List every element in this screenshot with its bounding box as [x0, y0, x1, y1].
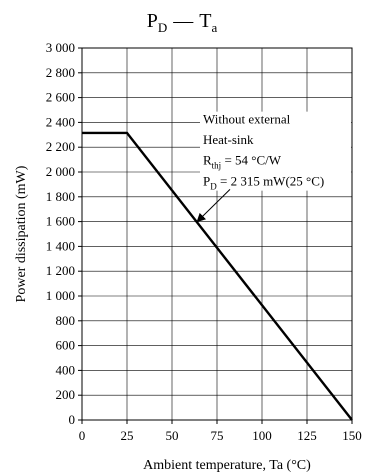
- rthj-value: = 54 °C/W: [221, 153, 282, 168]
- x-tick-label: 125: [297, 428, 317, 443]
- annotation-line-2: Heat-sink: [203, 132, 254, 147]
- x-tick-label: 150: [342, 428, 362, 443]
- annotation: Without external Heat-sink Rthj = 54 °C/…: [196, 111, 351, 223]
- y-tick-label: 2 400: [46, 114, 75, 129]
- title-separator: —: [172, 10, 194, 32]
- annotation-line-4: PD = 2 315 mW(25 °C): [203, 174, 324, 192]
- y-tick-label: 800: [56, 313, 76, 328]
- y-tick-label: 1 200: [46, 263, 75, 278]
- x-tick-label: 50: [166, 428, 179, 443]
- y-tick-label: 200: [56, 387, 76, 402]
- y-tick-label: 0: [69, 412, 76, 427]
- y-tick-label: 1 600: [46, 214, 75, 229]
- annotation-line-3: Rthj = 54 °C/W: [203, 153, 282, 171]
- title-right-base: T: [199, 10, 211, 32]
- y-tick-label: 600: [56, 338, 76, 353]
- pd-base: P: [203, 174, 210, 189]
- annotation-background: [200, 111, 351, 191]
- annotation-arrow: [196, 189, 231, 223]
- y-tick-label: 1 000: [46, 288, 75, 303]
- title-left-sub: D: [158, 20, 167, 35]
- x-tick-label: 100: [252, 428, 272, 443]
- title-right-sub: a: [211, 20, 217, 35]
- x-tick-label: 0: [79, 428, 86, 443]
- annotation-line-1: Without external: [203, 112, 291, 127]
- y-tick-label: 400: [56, 362, 76, 377]
- svg-text:PD—Ta: PD — Ta: [147, 10, 218, 35]
- x-tick-label: 75: [211, 428, 224, 443]
- rthj-base: R: [203, 153, 212, 168]
- title-left-base: P: [147, 10, 158, 32]
- y-tick-label: 1 400: [46, 238, 75, 253]
- y-axis-ticks: 0 200 400 600 800 1 000 1 200 1 400 1 600 1 800 2 …: [46, 40, 82, 427]
- x-tick-label: 25: [121, 428, 134, 443]
- y-tick-label: 2 200: [46, 139, 75, 154]
- pd-sub: D: [210, 182, 217, 192]
- pd-value: = 2 315 mW(25 °C): [217, 174, 325, 189]
- x-axis-label: Ambient temperature, Ta (°C): [143, 458, 311, 473]
- rthj-sub: thj: [212, 161, 222, 171]
- y-tick-label: 2 000: [46, 164, 75, 179]
- y-tick-label: 1 800: [46, 189, 75, 204]
- chart-title: PD — Ta: [147, 10, 218, 35]
- x-axis-ticks: 0 25 50 75 100 125 150: [79, 420, 362, 443]
- y-tick-label: 3 000: [46, 40, 75, 55]
- y-axis-label: Power dissipation (mW): [14, 165, 29, 302]
- series-line: [82, 131, 353, 421]
- y-tick-label: 2 600: [46, 90, 75, 105]
- grid: [82, 48, 352, 420]
- y-tick-label: 2 800: [46, 65, 75, 80]
